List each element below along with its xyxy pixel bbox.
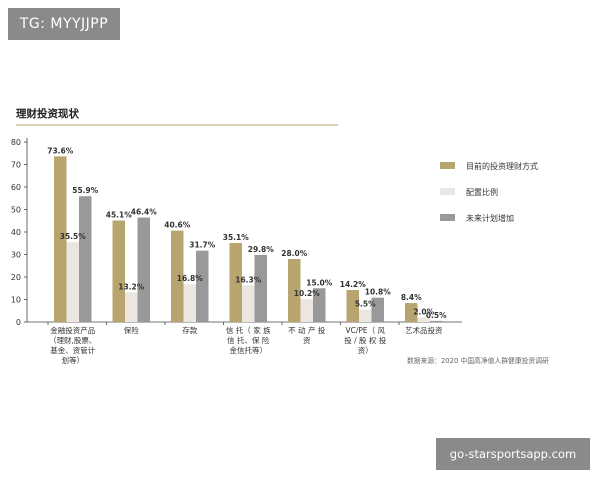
y-tick-label: 60 <box>11 183 21 192</box>
bar <box>66 242 79 322</box>
bar <box>288 259 301 322</box>
data-label: 40.6% <box>164 221 191 230</box>
x-tick-label: 金信托等） <box>230 345 268 355</box>
data-label: 14.2% <box>340 280 367 289</box>
source-note: 数据来源：2020 中国高净值人群健康投资调研 <box>407 356 549 365</box>
bar <box>300 299 313 322</box>
y-tick-label: 30 <box>11 251 21 260</box>
bar <box>229 243 242 322</box>
bar <box>313 288 326 322</box>
data-labels: 73.6% 35.5% 55.9% 45.1% 13.2% 46.4% 40.6% 16.8%… <box>47 146 447 319</box>
legend-label: 目前的投资理财方式 <box>466 161 538 171</box>
data-label: 29.8% <box>248 245 275 254</box>
axes: 0 10 20 30 40 50 60 70 80 <box>11 138 462 327</box>
data-label: 0.5% <box>426 311 447 320</box>
data-label: 8.4% <box>401 293 422 302</box>
x-tick-label: 金融投资产品 <box>50 325 95 335</box>
data-label: 10.2% <box>294 289 321 298</box>
y-tick-label: 80 <box>11 138 21 147</box>
data-label: 2.0% <box>413 308 434 317</box>
y-tick-label: 40 <box>11 228 21 237</box>
bar <box>430 320 443 322</box>
data-label: 16.8% <box>177 274 204 283</box>
bar <box>125 292 138 322</box>
bar <box>171 230 184 322</box>
data-label: 73.6% <box>47 146 74 155</box>
y-tick-label: 10 <box>11 296 21 305</box>
x-tick-label: 投 / 股 权 投 <box>344 335 387 345</box>
y-tick-label: 50 <box>11 206 21 215</box>
x-tick-label: 保险 <box>124 325 139 335</box>
data-label: 5.5% <box>355 300 376 309</box>
x-tick-label: 资 <box>303 335 311 345</box>
watermark-bottom: go-starsportsapp.com <box>436 438 590 470</box>
bar <box>405 303 418 322</box>
x-tick-label: 资） <box>358 345 373 355</box>
data-label: 55.9% <box>72 186 99 195</box>
watermark-top: TG: MYYJJPP <box>8 8 120 40</box>
legend-swatch <box>440 214 455 221</box>
data-label: 15.0% <box>306 278 333 287</box>
bar <box>112 220 125 322</box>
x-tick-label: 信 托、保 险 <box>227 335 270 345</box>
bar <box>183 284 196 322</box>
data-label: 10.8% <box>365 288 392 297</box>
bar <box>196 250 209 322</box>
x-tick-label: 划等） <box>62 355 85 365</box>
bar <box>371 297 384 322</box>
data-label: 35.5% <box>60 232 87 241</box>
data-label: 16.3% <box>235 275 262 284</box>
x-tick-label: 基金、资管计 <box>50 345 95 355</box>
bars <box>54 156 443 322</box>
bar <box>54 156 67 322</box>
bar <box>254 254 267 322</box>
data-label: 45.1% <box>106 211 133 220</box>
x-tick-label: （理财,股票、 <box>49 335 96 345</box>
data-label: 28.0% <box>281 249 308 258</box>
y-tick-label: 0 <box>16 318 21 327</box>
bar <box>417 317 430 322</box>
chart-title: 理财投资现状 <box>16 107 79 120</box>
legend-swatch <box>440 188 455 195</box>
y-tick-label: 70 <box>11 161 21 170</box>
y-tick-label: 20 <box>11 273 21 282</box>
data-label: 46.4% <box>131 208 158 217</box>
bar <box>79 196 92 322</box>
bar <box>137 217 150 322</box>
data-label: 35.1% <box>223 233 250 242</box>
x-tick-label: VC/PE（ 风 <box>345 326 385 335</box>
data-label: 13.2% <box>118 282 145 291</box>
bar <box>242 285 255 322</box>
data-label: 31.7% <box>189 241 216 250</box>
x-tick-label: 艺术品投资 <box>405 325 443 335</box>
bar <box>346 290 359 322</box>
legend-swatch <box>440 162 455 169</box>
x-tick-label: 信 托（ 家 族 <box>226 325 271 335</box>
x-tick-label: 存款 <box>182 325 197 335</box>
legend-label: 未来计划增加 <box>466 213 514 223</box>
legend-label: 配置比例 <box>466 187 498 197</box>
x-tick-label: 不 动 产 投 <box>288 325 326 335</box>
bar <box>359 309 372 322</box>
